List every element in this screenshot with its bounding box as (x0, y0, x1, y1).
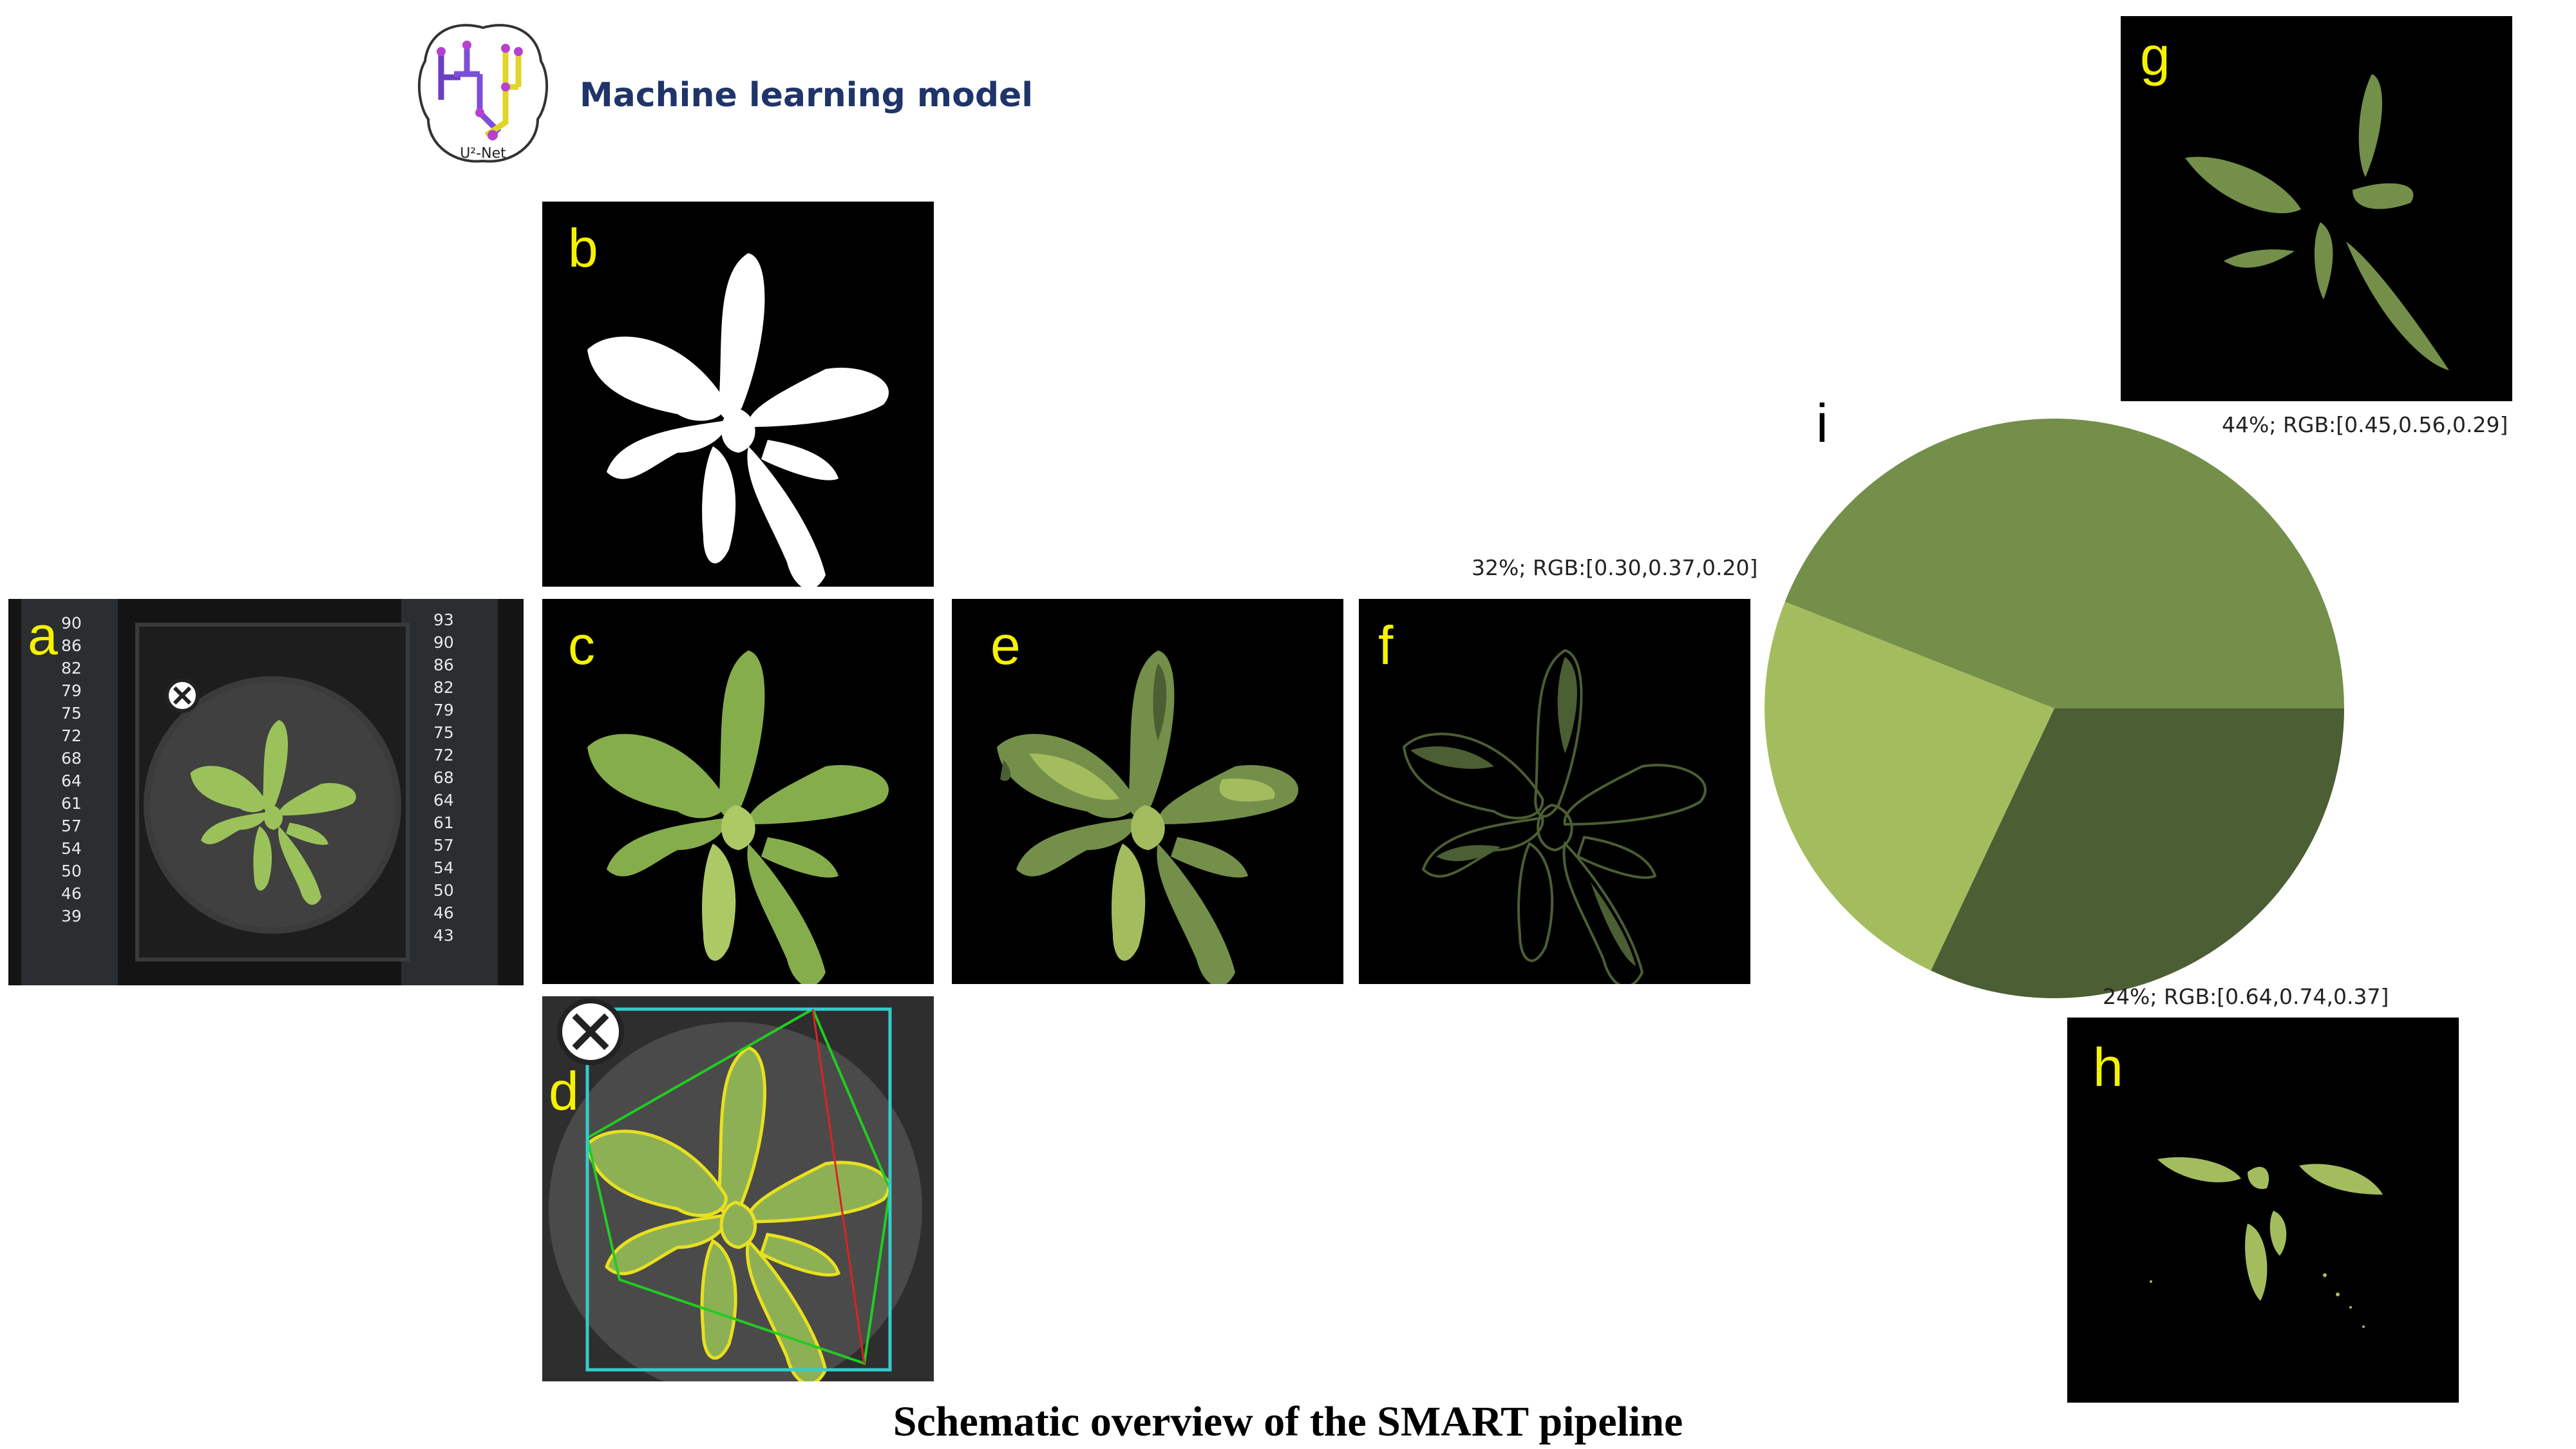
ruler-right-value: 90 (433, 633, 454, 652)
pie-slice-medium (1785, 418, 2344, 708)
ruler-right-value: 68 (433, 768, 454, 787)
model-label: Machine learning model (580, 76, 1034, 115)
ruler-left-value: 75 (61, 704, 82, 723)
panel-label-e: e (990, 615, 1021, 676)
color-proportion-pie-chart (1765, 418, 2344, 998)
ruler-right-value: 54 (433, 858, 454, 877)
panel-c-segmented: c (542, 599, 934, 984)
ruler-right-value: 72 (433, 746, 454, 764)
ruler-right-value: 64 (433, 791, 454, 810)
figure-caption: Schematic overview of the SMART pipeline (893, 1398, 1683, 1445)
ruler-left-value: 57 (61, 817, 82, 835)
panel-d-traits: d (542, 996, 934, 1381)
panel-b-mask: b (542, 202, 934, 587)
ruler-right-value: 43 (433, 926, 454, 945)
ruler-left-value: 46 (61, 884, 82, 903)
ruler-left-value: 54 (61, 839, 82, 858)
pie-slice-label-medium: 44%; RGB:[0.45,0.56,0.29] (2222, 412, 2508, 437)
ruler-left-value: 86 (61, 636, 82, 655)
ruler-right-value: 82 (433, 678, 454, 697)
ruler-right-value: 75 (433, 723, 454, 742)
ruler-right-value: 79 (433, 701, 454, 719)
panel-label-g: g (2140, 26, 2170, 86)
panel-a-raw-image: 90 86 82 79 75 72 68 64 61 57 54 50 46 3… (8, 599, 524, 985)
ruler-right-value: 86 (433, 656, 454, 674)
ruler-right-value: 57 (433, 836, 454, 855)
ruler-right-value: 93 (433, 611, 454, 629)
panel-h-light-cluster: h (2067, 1018, 2459, 1403)
unet-brain-logo: U²-Net (417, 24, 549, 163)
pie-slice-dark (1931, 708, 2344, 998)
panel-g-medium-cluster: g (2121, 16, 2512, 401)
panel-label-c: c (568, 615, 595, 676)
ruler-left-value: 64 (61, 772, 82, 790)
pie-slices (1765, 418, 2344, 998)
panel-label-a: a (28, 605, 58, 666)
panel-label-b: b (568, 218, 598, 278)
panel-label-i: i (1816, 393, 1828, 453)
ruler-left-value: 39 (61, 907, 82, 925)
ruler-right-value: 46 (433, 904, 454, 922)
panel-label-d: d (549, 1061, 579, 1121)
ruler-left-value: 68 (61, 749, 82, 768)
ruler-left-value: 50 (61, 862, 82, 880)
ruler-left-value: 72 (61, 726, 82, 745)
ruler-left-value: 61 (61, 794, 82, 813)
ruler-left-value: 90 (61, 614, 82, 632)
panel-label-f: f (1378, 615, 1394, 676)
panel-e-color-clusters: e (952, 599, 1343, 984)
ruler-right-value: 61 (433, 813, 454, 832)
ruler-left-value: 82 (61, 659, 82, 677)
pie-slice-label-light: 24%; RGB:[0.64,0.74,0.37] (2103, 984, 2389, 1009)
panel-f-dark-cluster: f (1359, 599, 1750, 984)
pie-slice-label-dark: 32%; RGB:[0.30,0.37,0.20] (1472, 555, 1758, 580)
ruler-right-value: 50 (433, 881, 454, 900)
ruler-left-value: 79 (61, 681, 82, 700)
logo-text: U²-Net (460, 146, 506, 162)
pie-slice-light (1765, 601, 2054, 971)
panel-label-h: h (2093, 1037, 2123, 1097)
